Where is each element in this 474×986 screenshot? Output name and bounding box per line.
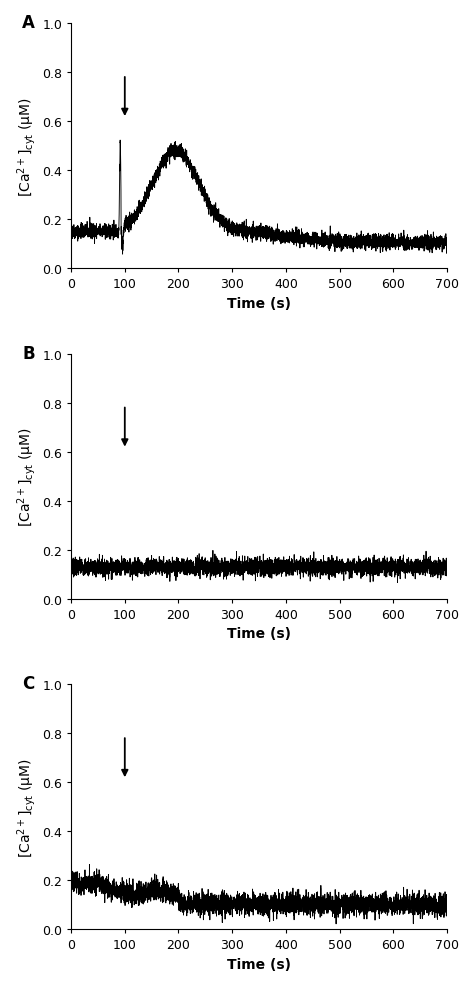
X-axis label: Time (s): Time (s) xyxy=(227,627,291,641)
X-axis label: Time (s): Time (s) xyxy=(227,957,291,971)
Y-axis label: [Ca$^{2+}$]$_{\mathrm{cyt}}$ (μM): [Ca$^{2+}$]$_{\mathrm{cyt}}$ (μM) xyxy=(15,427,38,527)
X-axis label: Time (s): Time (s) xyxy=(227,297,291,311)
Text: A: A xyxy=(22,14,35,33)
Text: C: C xyxy=(22,674,35,692)
Y-axis label: [Ca$^{2+}$]$_{\mathrm{cyt}}$ (μM): [Ca$^{2+}$]$_{\mathrm{cyt}}$ (μM) xyxy=(15,97,38,196)
Text: B: B xyxy=(22,344,35,362)
Y-axis label: [Ca$^{2+}$]$_{\mathrm{cyt}}$ (μM): [Ca$^{2+}$]$_{\mathrm{cyt}}$ (μM) xyxy=(15,757,38,857)
